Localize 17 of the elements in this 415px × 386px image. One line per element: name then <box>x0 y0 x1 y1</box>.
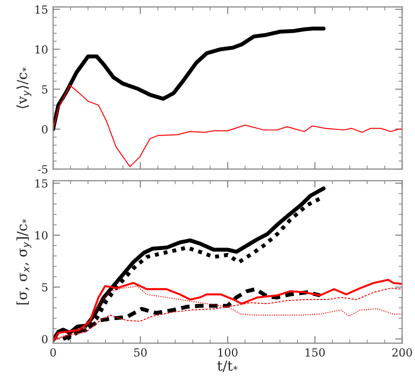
y-tick-label: -5 <box>38 165 48 174</box>
y-tick-label: 10 <box>35 45 48 54</box>
y-axis-title: [σ, σ$_{x}$, σ$_{y}$]/c$_{*}$ <box>16 218 32 304</box>
y-tick-label: 0 <box>42 125 48 134</box>
y-tick-label: 0 <box>42 334 48 344</box>
x-tick-label: 200 <box>392 348 412 357</box>
x-axis-title: t/t$_{*}$ <box>217 360 238 372</box>
x-tick-label: 150 <box>306 348 325 357</box>
y-tick-label: 15 <box>35 5 48 14</box>
y-tick-label: 5 <box>42 283 48 292</box>
x-tick-label: 100 <box>218 348 238 357</box>
x-tick-label: 0 <box>50 348 56 357</box>
y-tick-label: 10 <box>35 231 48 240</box>
x-tick-label: 50 <box>134 348 147 357</box>
y-axis-title: ⟨v$_{y}$⟩/c$_{*}$ <box>16 67 32 108</box>
y-tick-label: 15 <box>35 179 48 188</box>
y-tick-label: 5 <box>42 85 48 94</box>
